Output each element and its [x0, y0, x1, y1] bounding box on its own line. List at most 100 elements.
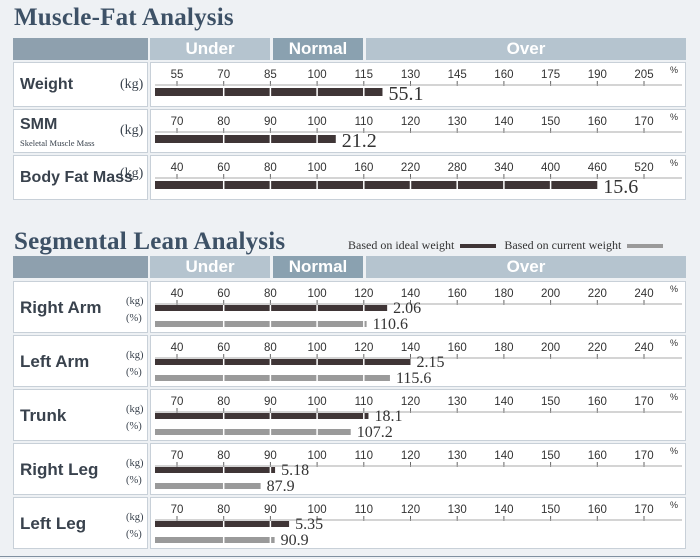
tick-label: 190 [588, 69, 607, 81]
tick-label: 120 [401, 116, 420, 128]
segment-unit-pct: (%) [126, 529, 142, 540]
data-label: 15.6 [603, 176, 638, 198]
tick-label: 170 [634, 504, 653, 516]
tick-label: 120 [354, 288, 373, 300]
segment-unit-kg: (kg) [126, 512, 144, 523]
footer-line [0, 556, 700, 557]
data-label-kg: 5.18 [281, 462, 309, 479]
segment-unit-pct: (%) [126, 313, 142, 324]
smm-label: SMM [20, 116, 58, 133]
legend-current-label: Based on current weight [504, 238, 622, 252]
bfm-unit: (kg) [120, 166, 144, 181]
mf-header-bands: Under Normal Over [150, 38, 686, 60]
data-label-kg: 2.15 [417, 354, 445, 371]
bfm-label: Body Fat Mass [20, 169, 133, 186]
tick-label: 340 [494, 162, 513, 174]
segment-unit-kg: (kg) [126, 350, 144, 361]
bar-kg [155, 359, 411, 365]
tick-label: 140 [494, 116, 513, 128]
tick-label: 520 [634, 162, 653, 174]
smm-sublabel: Skeletal Muscle Mass [20, 138, 95, 148]
tick-label: 120 [401, 504, 420, 516]
tick-label: 120 [354, 342, 373, 354]
data-label-kg: 18.1 [374, 408, 402, 425]
tick-label: 220 [588, 342, 607, 354]
percent-unit-label: % [670, 500, 678, 510]
tick-label: 100 [308, 162, 327, 174]
segment-label-box: Left Leg (kg) (%) [13, 497, 148, 549]
percent-unit-label: % [670, 338, 678, 348]
tick-label: 100 [308, 116, 327, 128]
smm-label-box: SMM Skeletal Muscle Mass (kg) [13, 109, 148, 153]
bar-pct [155, 321, 367, 327]
legend-ideal-swatch [460, 244, 497, 249]
tick-label: 80 [217, 396, 230, 408]
tick-label: 80 [264, 162, 277, 174]
segment-unit-kg: (kg) [126, 458, 144, 469]
segment-label-box: Right Leg (kg) (%) [13, 443, 148, 495]
tick-label: 160 [448, 342, 467, 354]
legend: Based on ideal weight Based on current we… [348, 238, 671, 253]
tick-label: 100 [308, 396, 327, 408]
weight-unit: (kg) [120, 77, 144, 92]
tick-label: 240 [634, 342, 653, 354]
band-under: Under [150, 256, 270, 278]
tick-label: 180 [494, 342, 513, 354]
tick-label: 400 [541, 162, 560, 174]
tick-label: 90 [264, 504, 277, 516]
tick-label: 115 [355, 69, 373, 81]
tick-label: 240 [634, 288, 653, 300]
tick-label: 140 [401, 288, 420, 300]
band-under: Under [150, 38, 270, 60]
tick-label: 280 [448, 162, 467, 174]
bar-weight [155, 88, 383, 96]
mf-header-blank [13, 38, 148, 60]
tick-label: 70 [171, 504, 184, 516]
data-label-pct: 110.6 [373, 316, 408, 333]
tick-label: 160 [588, 504, 607, 516]
tick-label: 140 [494, 450, 513, 462]
tick-label: 80 [217, 504, 230, 516]
band-normal: Normal [273, 256, 363, 278]
tick-label: 160 [494, 69, 513, 81]
bar-pct [155, 375, 390, 381]
band-over: Over [366, 38, 686, 60]
tick-label: 80 [217, 450, 230, 462]
tick-label: 200 [541, 288, 560, 300]
tick-label: 130 [448, 396, 467, 408]
tick-label: 130 [448, 504, 467, 516]
data-label-kg: 2.06 [393, 300, 421, 317]
segment-label: Left Arm [20, 352, 90, 371]
segment-unit-pct: (%) [126, 421, 142, 432]
bar-smm [155, 135, 336, 143]
tick-label: 40 [171, 288, 184, 300]
tick-label: 70 [171, 396, 184, 408]
data-label-pct: 107.2 [357, 424, 393, 441]
tick-label: 100 [308, 342, 327, 354]
segment-unit-pct: (%) [126, 475, 142, 486]
tick-label: 70 [171, 450, 184, 462]
tick-label: 110 [355, 396, 373, 408]
bfm-label-box: Body Fat Mass (kg) [13, 155, 148, 200]
data-label-pct: 87.9 [267, 478, 295, 495]
tick-label: 140 [494, 504, 513, 516]
tick-label: 130 [401, 69, 420, 81]
tick-label: 150 [541, 504, 560, 516]
data-label-pct: 115.6 [396, 370, 431, 387]
segment-label: Right Leg [20, 460, 99, 479]
percent-unit-label: % [670, 446, 678, 456]
tick-label: 100 [308, 69, 327, 81]
tick-label: 80 [217, 116, 230, 128]
legend-current-swatch [627, 244, 664, 249]
tick-label: 90 [264, 450, 277, 462]
band-over: Over [366, 256, 686, 278]
tick-label: 70 [217, 69, 230, 81]
bar-kg [155, 467, 276, 473]
bar-pct [155, 537, 275, 543]
segment-label-box: Right Arm (kg) (%) [13, 281, 148, 333]
legend-ideal-label: Based on ideal weight [348, 238, 455, 252]
tick-label: 205 [634, 69, 653, 81]
percent-unit-label: % [670, 65, 678, 75]
tick-label: 120 [401, 396, 420, 408]
data-label: 21.2 [342, 130, 377, 152]
